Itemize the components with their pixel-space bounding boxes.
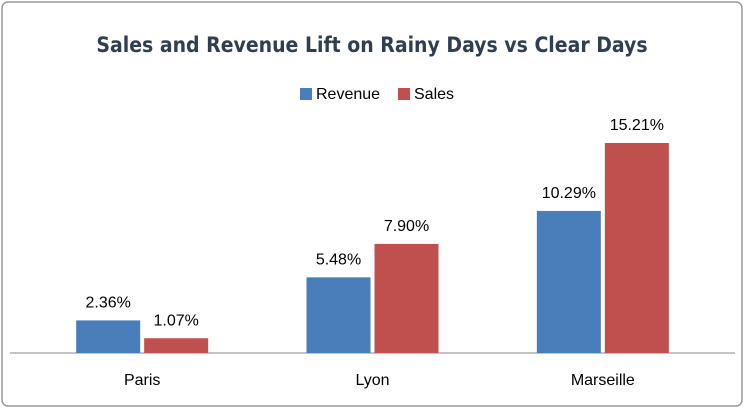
- legend-label: Revenue: [316, 86, 380, 103]
- value-label: 7.90%: [384, 218, 429, 235]
- value-label: 10.29%: [542, 185, 596, 202]
- bar: [76, 320, 141, 353]
- bar: [144, 338, 209, 353]
- value-label: 2.36%: [85, 295, 130, 312]
- legend-label: Sales: [414, 86, 454, 103]
- bar: [604, 143, 669, 353]
- x-tick-label: Marseille: [571, 372, 635, 389]
- bar: [306, 277, 371, 353]
- bar: [536, 210, 601, 353]
- x-tick-label: Lyon: [355, 372, 389, 389]
- chart-title: Sales and Revenue Lift on Rainy Days vs …: [96, 33, 647, 57]
- legend-swatch: [300, 88, 312, 100]
- bar: [374, 243, 439, 353]
- value-label: 15.21%: [610, 117, 664, 134]
- x-tick-label: Paris: [124, 372, 160, 389]
- value-label: 5.48%: [316, 252, 361, 269]
- legend-swatch: [398, 88, 410, 100]
- value-label: 1.07%: [153, 312, 198, 329]
